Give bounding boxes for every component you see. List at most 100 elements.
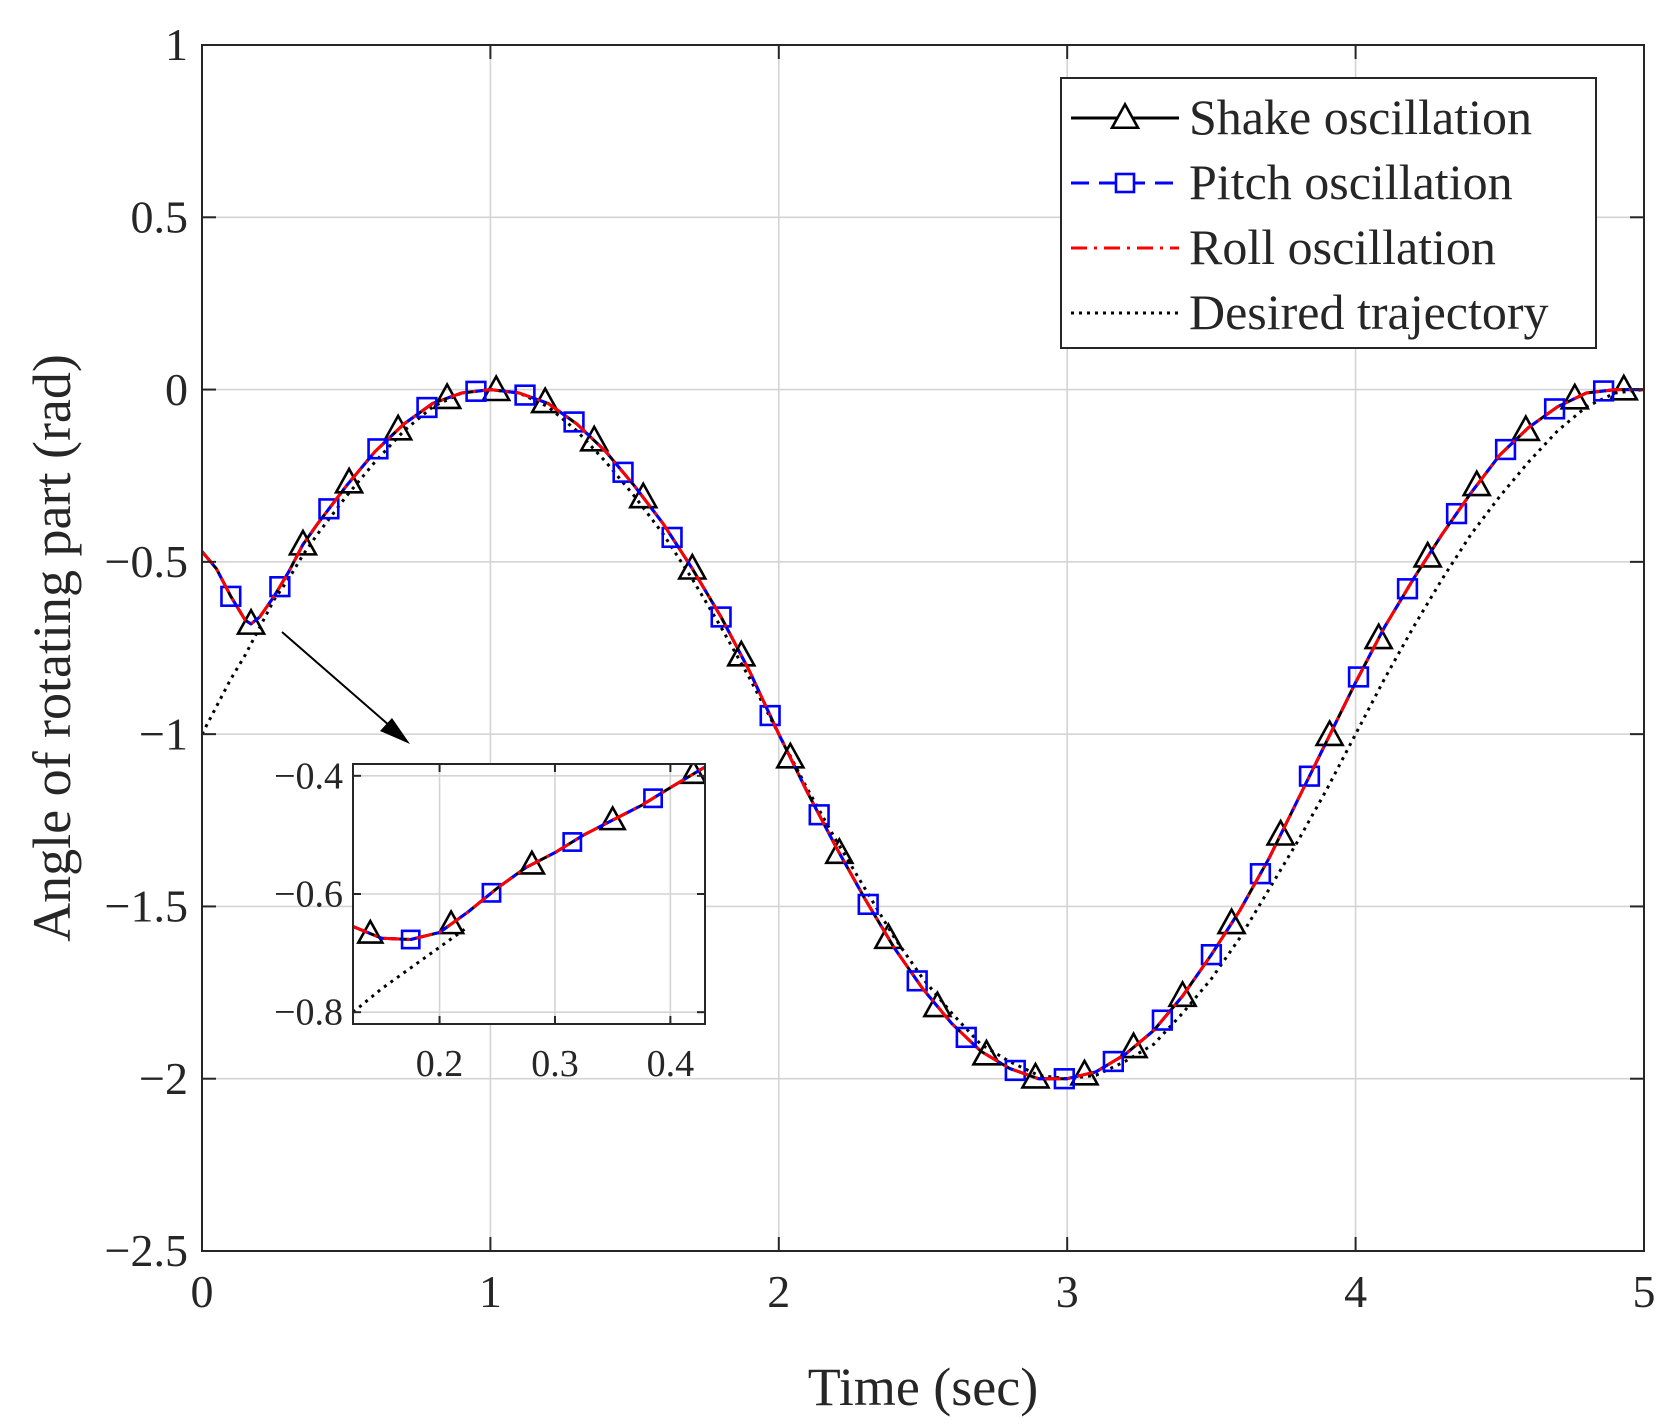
pitch-oscillation-marker bbox=[1494, 438, 1517, 461]
roll-oscillation-line bbox=[353, 765, 705, 941]
y-tick-label: −0.8 bbox=[274, 992, 343, 1034]
pitch-oscillation-marker bbox=[759, 704, 781, 727]
pitch-oscillation-marker bbox=[643, 788, 664, 809]
x-tick-label: 2 bbox=[767, 1266, 790, 1317]
pitch-oscillation-marker bbox=[1004, 1059, 1026, 1082]
pitch-oscillation-marker bbox=[1298, 765, 1321, 787]
shake-oscillation-marker bbox=[333, 466, 365, 494]
pitch-oscillation-marker bbox=[481, 882, 502, 903]
zoom-arrow bbox=[281, 631, 410, 744]
pitch-oscillation-marker bbox=[1151, 1009, 1174, 1031]
pitch-oscillation-marker bbox=[906, 970, 928, 992]
main-ticks: 0 1 2 3 4 5 1 0.5 0 −0.5 −1 −1.5 −2 −2.5 bbox=[105, 19, 1656, 1317]
pitch-oscillation-marker bbox=[269, 576, 291, 598]
pitch-oscillation-marker bbox=[400, 929, 421, 950]
zoom-arrow-head bbox=[380, 718, 410, 744]
x-tick-label: 0.4 bbox=[647, 1043, 695, 1085]
roll-oscillation-line bbox=[202, 388, 1644, 1081]
shake-oscillation-marker bbox=[628, 481, 659, 509]
x-tick-label: 1 bbox=[479, 1266, 502, 1317]
x-tick-label: 5 bbox=[1633, 1266, 1656, 1317]
shake-oscillation-marker bbox=[1412, 540, 1443, 568]
x-tick-label: 4 bbox=[1344, 1266, 1367, 1317]
pitch-oscillation-marker bbox=[1102, 1050, 1125, 1073]
x-tick-label: 0.3 bbox=[531, 1043, 579, 1085]
y-tick-label: 1 bbox=[165, 19, 188, 70]
shake-oscillation-marker bbox=[824, 836, 855, 865]
shake-oscillation-marker bbox=[726, 639, 757, 667]
shake-oscillation-marker bbox=[873, 921, 904, 950]
pitch-oscillation-marker bbox=[710, 606, 732, 628]
pitch-oscillation-marker bbox=[1200, 944, 1223, 966]
legend-shake-oscillation-marker bbox=[1109, 101, 1141, 130]
desired-trajectory-line bbox=[202, 388, 1644, 1081]
pitch-oscillation-marker bbox=[562, 832, 583, 852]
shake-oscillation-marker bbox=[679, 764, 705, 785]
series-group bbox=[353, 764, 705, 1014]
pitch-oscillation-marker bbox=[416, 396, 438, 419]
y-tick-label: −1.5 bbox=[105, 881, 188, 932]
pitch-oscillation-marker bbox=[857, 893, 879, 916]
y-tick-label: −0.5 bbox=[105, 536, 188, 587]
legend-box bbox=[1060, 77, 1597, 349]
pitch-oscillation-marker bbox=[1543, 398, 1566, 420]
pitch-oscillation-line bbox=[202, 388, 1644, 1081]
pitch-oscillation-marker bbox=[1249, 863, 1272, 885]
pitch-oscillation-marker bbox=[318, 498, 340, 520]
shake-oscillation-marker bbox=[1510, 413, 1541, 442]
pitch-oscillation-marker bbox=[612, 461, 634, 483]
shake-oscillation-marker bbox=[1216, 906, 1247, 935]
pitch-oscillation-marker bbox=[367, 438, 389, 460]
main-plot-area bbox=[202, 373, 1644, 1090]
shake-oscillation-marker bbox=[1020, 1061, 1051, 1089]
shake-oscillation-marker bbox=[1118, 1031, 1149, 1059]
pitch-oscillation-marker bbox=[661, 526, 683, 549]
y-tick-label: −0.6 bbox=[274, 874, 343, 916]
legend-shake-oscillation-label: Shake oscillation bbox=[1189, 89, 1532, 145]
shake-oscillation-marker bbox=[382, 413, 414, 441]
shake-oscillation-marker bbox=[436, 908, 466, 935]
legend-pitch-oscillation-label: Pitch oscillation bbox=[1189, 154, 1513, 210]
pitch-oscillation-marker bbox=[220, 585, 242, 607]
pitch-oscillation-marker bbox=[563, 411, 585, 433]
pitch-oscillation-marker bbox=[1445, 502, 1468, 525]
y-tick-label: −2 bbox=[139, 1053, 188, 1104]
main-axes-frame bbox=[201, 44, 1645, 1252]
x-axis-label: Time (sec) bbox=[808, 1357, 1038, 1417]
pitch-oscillation-marker bbox=[1396, 578, 1419, 600]
shake-oscillation-marker bbox=[235, 607, 267, 635]
shake-oscillation-marker bbox=[1314, 718, 1345, 747]
legend-desired-trajectory-label: Desired trajectory bbox=[1189, 284, 1549, 340]
pitch-oscillation-marker bbox=[514, 384, 536, 406]
y-tick-label: −1 bbox=[139, 708, 188, 759]
y-axis-label: Angle of rotating part (rad) bbox=[22, 354, 82, 942]
shake-oscillation-marker bbox=[1363, 622, 1394, 650]
y-tick-label: −2.5 bbox=[105, 1225, 188, 1276]
shake-oscillation-marker bbox=[775, 741, 806, 769]
series-group bbox=[202, 373, 1644, 1090]
inset-grid bbox=[353, 764, 705, 1024]
inset-plot-area bbox=[353, 764, 705, 1014]
pitch-oscillation-marker bbox=[955, 1026, 977, 1049]
pitch-oscillation-marker bbox=[1347, 666, 1370, 688]
inset-ticks: 0.2 0.3 0.4 −0.4 −0.6 −0.8 bbox=[274, 755, 705, 1085]
y-tick-label: 0.5 bbox=[131, 191, 189, 242]
x-tick-label: 0.2 bbox=[416, 1043, 464, 1085]
desired-trajectory-line bbox=[353, 925, 470, 1014]
legend: Shake oscillation Pitch oscillation Roll o… bbox=[1060, 77, 1597, 349]
shake-oscillation-marker bbox=[1167, 979, 1198, 1008]
pitch-oscillation-marker bbox=[808, 804, 830, 826]
legend-roll-oscillation-label: Roll oscillation bbox=[1189, 219, 1496, 275]
shake-oscillation-marker bbox=[1608, 373, 1640, 401]
x-tick-label: 0 bbox=[191, 1266, 214, 1317]
shake-oscillation-marker bbox=[677, 552, 708, 580]
shake-oscillation-marker bbox=[1461, 469, 1492, 497]
shake-oscillation-marker bbox=[287, 528, 319, 556]
shake-oscillation-marker bbox=[971, 1038, 1002, 1066]
shake-oscillation-marker bbox=[579, 424, 610, 452]
y-tick-label: −0.4 bbox=[274, 755, 343, 797]
shake-oscillation-marker bbox=[1265, 818, 1296, 846]
x-tick-label: 3 bbox=[1056, 1266, 1079, 1317]
y-tick-label: 0 bbox=[165, 364, 188, 415]
